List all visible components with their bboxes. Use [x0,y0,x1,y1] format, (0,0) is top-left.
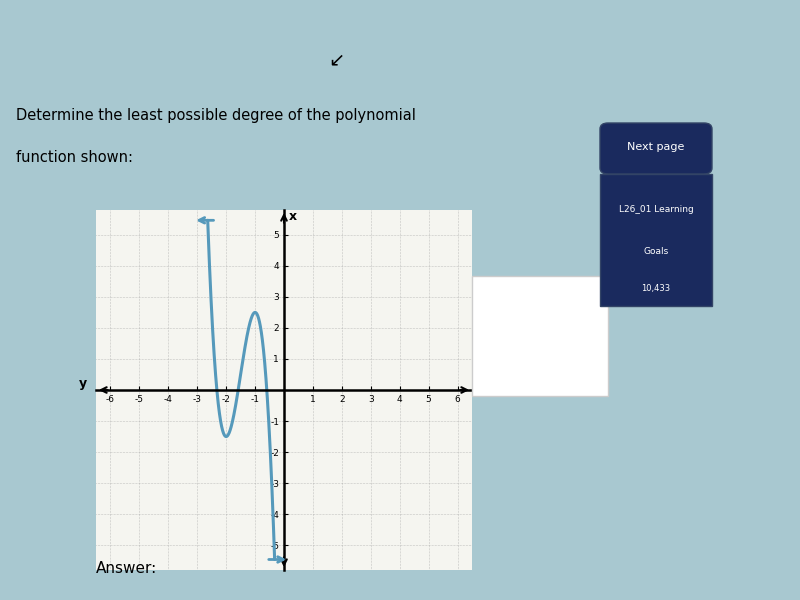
Text: L26_01 Learning: L26_01 Learning [618,205,694,214]
Text: y: y [79,377,87,390]
Text: 10,433: 10,433 [642,283,670,292]
Text: Next page: Next page [627,142,685,152]
Text: Determine the least possible degree of the polynomial: Determine the least possible degree of t… [16,108,416,123]
Text: x: x [288,210,297,223]
Text: ↙: ↙ [328,50,344,70]
Text: Goals: Goals [643,247,669,257]
Text: function shown:: function shown: [16,150,133,165]
Text: Answer:: Answer: [96,561,158,576]
